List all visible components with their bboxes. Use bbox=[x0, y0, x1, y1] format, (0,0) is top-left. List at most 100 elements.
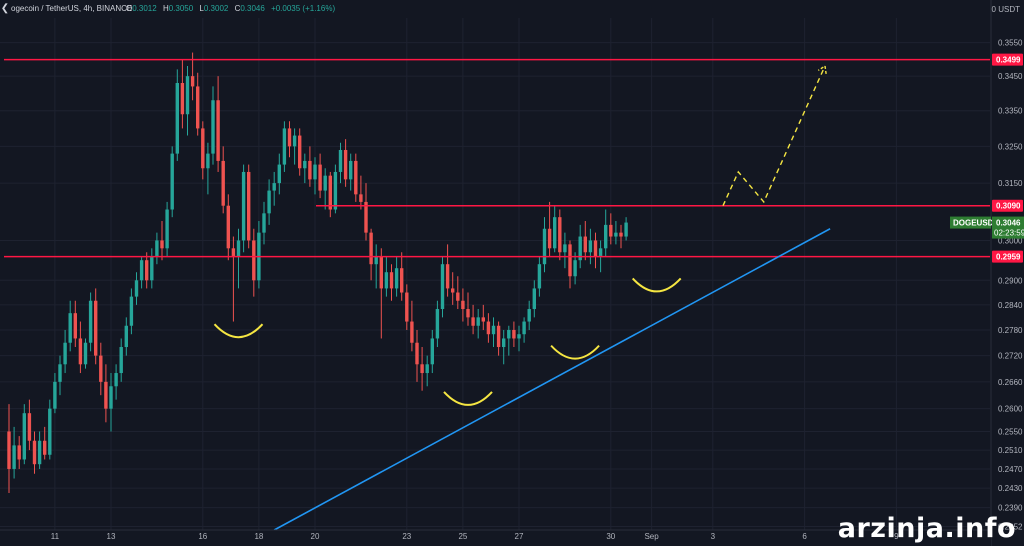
candle-body bbox=[364, 201, 368, 233]
chevron-left-icon[interactable]: ❮ bbox=[0, 3, 10, 14]
time-tick-label: 27 bbox=[515, 532, 524, 541]
candle-body bbox=[94, 300, 98, 356]
candle-body bbox=[119, 347, 123, 374]
candle-body bbox=[303, 160, 307, 169]
candle-body bbox=[349, 160, 353, 180]
candle-body bbox=[604, 224, 608, 249]
candle-body bbox=[211, 100, 215, 154]
candle-body bbox=[175, 82, 179, 154]
candle-body bbox=[109, 386, 113, 409]
candle-body bbox=[476, 317, 480, 326]
candle-body bbox=[507, 329, 511, 339]
candle-body bbox=[308, 160, 312, 180]
candle-body bbox=[405, 292, 409, 322]
candle-body bbox=[609, 224, 613, 237]
candle-body bbox=[83, 342, 88, 365]
candle-body bbox=[17, 445, 21, 460]
candle-body bbox=[400, 268, 404, 293]
candle-body bbox=[150, 256, 154, 281]
candle-body bbox=[221, 160, 225, 206]
candle-body bbox=[68, 313, 72, 343]
candle-body bbox=[542, 228, 547, 265]
candle-body bbox=[185, 76, 190, 115]
high-value: 0.3050 bbox=[168, 4, 194, 13]
candle-body bbox=[12, 445, 16, 469]
time-axis[interactable]: 11 13 16 18 20 23 25 27 30 Sep 3 6 9 bbox=[0, 529, 991, 546]
candle-body bbox=[481, 317, 485, 322]
candle-body bbox=[155, 240, 159, 257]
candle-body bbox=[160, 240, 164, 249]
candle-body bbox=[226, 205, 230, 249]
level-price-label: 0.3499 bbox=[996, 56, 1021, 65]
candle-body bbox=[512, 329, 516, 339]
price-tick-label: 0.3250 bbox=[998, 142, 1023, 151]
price-tick-label: 0.3350 bbox=[998, 107, 1023, 116]
candle-body bbox=[420, 364, 424, 374]
time-tick-label: 13 bbox=[107, 532, 116, 541]
candle-body bbox=[461, 300, 465, 310]
candle-body bbox=[619, 232, 623, 237]
price-tick-label: 0.2510 bbox=[998, 446, 1023, 455]
candle-body bbox=[236, 240, 241, 257]
high-key: H bbox=[162, 4, 169, 13]
candle-body bbox=[502, 338, 506, 348]
price-tick-label: 0.3000 bbox=[998, 236, 1023, 245]
price-tick-label: 0.2470 bbox=[998, 465, 1023, 474]
price-tick-label: 0.2840 bbox=[998, 301, 1023, 310]
candle-body bbox=[394, 268, 399, 289]
price-tick-label: 0.3550 bbox=[998, 39, 1023, 48]
candle-body bbox=[201, 128, 205, 169]
candle-body bbox=[282, 128, 287, 165]
support-arc bbox=[550, 344, 600, 360]
candle-body bbox=[430, 338, 434, 365]
level-price-tag bbox=[992, 199, 1023, 212]
candle-body bbox=[104, 381, 108, 409]
candle-body bbox=[262, 213, 266, 233]
candle-body bbox=[292, 135, 297, 147]
candle-body bbox=[318, 164, 322, 191]
low-value: 0.3002 bbox=[203, 4, 229, 13]
price-tick-label: 0.2600 bbox=[998, 405, 1023, 414]
candles-layer bbox=[7, 52, 628, 493]
candle-body bbox=[180, 82, 185, 115]
candle-body bbox=[134, 280, 139, 297]
time-tick-label: 9 bbox=[894, 532, 899, 541]
price-tick-label: 0.3150 bbox=[998, 179, 1023, 188]
candle-body bbox=[129, 296, 134, 326]
price-tick-label: 0.2900 bbox=[998, 276, 1023, 285]
candle-body bbox=[614, 232, 618, 237]
ascending-trendline bbox=[273, 228, 831, 531]
price-axis-currency: 0 USDT bbox=[992, 5, 1021, 14]
candle-body bbox=[496, 325, 501, 348]
price-tick-label: 0.2430 bbox=[998, 484, 1023, 493]
candle-body bbox=[568, 244, 572, 277]
candle-body bbox=[170, 153, 174, 210]
support-arc bbox=[213, 323, 264, 339]
candle-body bbox=[491, 325, 496, 335]
time-tick-label: 11 bbox=[51, 532, 60, 541]
drawings-layer bbox=[213, 64, 831, 531]
candle-body bbox=[583, 236, 587, 253]
candle-body bbox=[563, 244, 567, 253]
symbol-name-label: DOGEUSDT bbox=[953, 219, 998, 228]
candle-body bbox=[553, 217, 557, 249]
candle-body bbox=[58, 364, 62, 382]
price-tick-label: 0.2550 bbox=[998, 427, 1023, 436]
price-tick-label: 0.2390 bbox=[998, 504, 1023, 513]
ohlc-values: O0.3012 H0.3050 L0.3002 C0.3046 +0.0035 … bbox=[126, 0, 339, 18]
candle-body bbox=[343, 149, 348, 180]
candle-body bbox=[78, 338, 83, 365]
candle-body bbox=[456, 292, 460, 301]
price-axis[interactable]: 0 USDT 0.3550 0.3450 0.3350 0.3250 0.3150 0.30… bbox=[950, 0, 1024, 546]
close-value: 0.3046 bbox=[240, 4, 265, 13]
time-tick-label: 3 bbox=[711, 532, 716, 541]
symbol-header: ❮ ogecoin / TetherUS, 4h, BINANCE O0.301… bbox=[0, 0, 990, 18]
level-price-label: 0.3090 bbox=[996, 202, 1021, 211]
time-tick-label: 30 bbox=[606, 532, 615, 541]
projection-arrowhead bbox=[817, 64, 827, 75]
symbol-title[interactable]: ogecoin / TetherUS, 4h, BINANCE bbox=[11, 4, 133, 13]
candle-body bbox=[354, 160, 358, 195]
candle-body bbox=[216, 100, 220, 161]
candle-body bbox=[547, 228, 552, 249]
